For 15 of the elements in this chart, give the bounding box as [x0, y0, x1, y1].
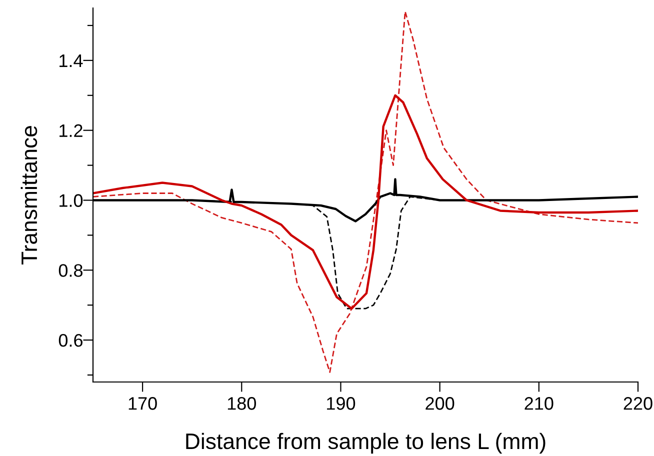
y-tick-label: 1.4 — [60, 54, 83, 67]
x-tick-label: 210 — [524, 397, 554, 410]
x-tick-label: 170 — [128, 397, 157, 410]
x-tick-label: 180 — [228, 397, 256, 410]
line-series — [93, 10, 638, 373]
x-tick-label: 190 — [327, 397, 356, 410]
y-axis-title: Transmittance — [20, 126, 38, 264]
x-tick-label: 200 — [426, 397, 454, 410]
y-tick-label: 1.0 — [60, 194, 83, 207]
y-tick-label: 1.2 — [60, 124, 82, 137]
x-tick-label: 220 — [624, 397, 652, 410]
x-axis-title: Distance from sample to lens L (mm) — [186, 432, 546, 454]
line-series — [93, 94, 638, 310]
y-tick-label: 0.8 — [58, 264, 82, 277]
y-tick-label: 0.6 — [58, 334, 82, 347]
